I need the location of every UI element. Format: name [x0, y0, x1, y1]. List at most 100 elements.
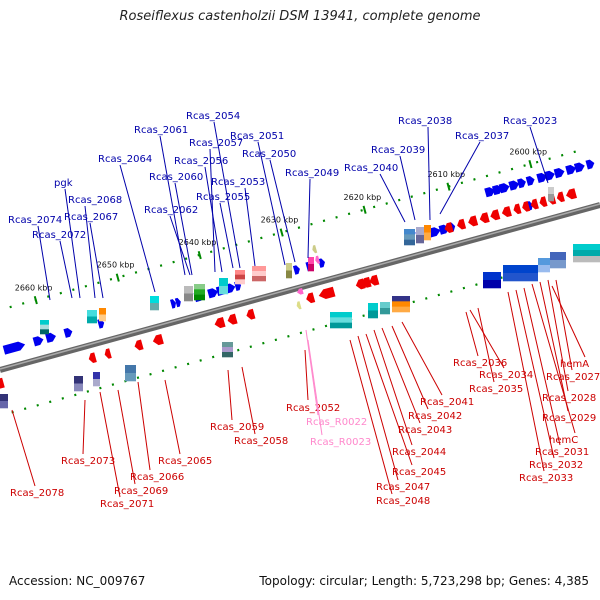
reverse-gene-label: Rcas_2036	[453, 358, 507, 369]
gene-cluster	[503, 265, 538, 282]
forward-gene-arrow	[517, 178, 526, 189]
forward-gene-label-leader	[169, 215, 191, 276]
forward-gene-label: Rcas_2037	[455, 131, 509, 142]
reverse-gene-arrow	[104, 348, 112, 359]
gene-cluster	[219, 278, 228, 295]
rna-gene-arrow	[312, 244, 318, 254]
gene-cluster	[368, 303, 378, 319]
reverse-gene-label-leader	[515, 289, 555, 459]
forward-gene-label-leader	[213, 121, 241, 269]
scale-tick-label: 2660 kbp	[15, 283, 53, 292]
reverse-gene-label-leader	[357, 335, 399, 481]
forward-gene-arrow	[427, 227, 441, 238]
forward-gene-label-leader	[257, 141, 286, 266]
reverse-gene-label: Rcas_2048	[376, 496, 430, 507]
forward-gene-label-leader	[174, 182, 193, 276]
gene-cluster	[99, 308, 106, 322]
reverse-gene-label-leader	[477, 307, 495, 383]
forward-gene-label-leader	[399, 155, 416, 221]
reverse-gene-arrow	[152, 333, 164, 346]
scale-tick	[115, 273, 120, 282]
gene-cluster	[538, 258, 550, 273]
reverse-gene-arrow	[556, 191, 565, 203]
scale-tick	[362, 205, 367, 214]
forward-gene-label-leader	[89, 222, 104, 299]
reverse-gene-arrow	[306, 292, 316, 304]
reverse-gene-label: Rcas_2047	[376, 482, 430, 493]
reverse-gene-label-leader	[349, 339, 393, 495]
reverse-gene-label-leader	[82, 399, 86, 455]
forward-gene-label: Rcas_2049	[285, 168, 339, 179]
scale-tick-label: 2610 kbp	[427, 170, 465, 179]
reverse-gene-arrow	[501, 206, 512, 218]
reverse-gene-label: hemA	[560, 359, 589, 370]
forward-gene-label: Rcas_2040	[344, 163, 398, 174]
reverse-gene-label: Rcas_2069	[114, 486, 168, 497]
reverse-gene-arrow	[227, 313, 238, 325]
forward-gene-label: Rcas_2068	[68, 195, 122, 206]
reverse-gene-label: Rcas_2034	[479, 370, 533, 381]
rna-gene-label-leader	[305, 329, 319, 416]
reverse-gene-label-leader	[465, 311, 479, 357]
gene-cluster	[424, 225, 431, 241]
forward-gene-label: Rcas_2051	[230, 131, 284, 142]
forward-gene-label: Rcas_2064	[98, 154, 152, 165]
reverse-gene-arrow	[361, 276, 372, 288]
scale-tick-label: 2620 kbp	[344, 193, 382, 202]
reverse-gene-label-leader	[373, 329, 413, 446]
scale-tick-label: 2630 kbp	[261, 216, 299, 225]
gene-cluster	[74, 376, 83, 392]
forward-gene-arrow	[32, 336, 44, 347]
gene-cluster	[125, 365, 136, 382]
reverse-gene-label: Rcas_2028	[542, 393, 596, 404]
forward-gene-arrow	[536, 172, 548, 183]
reverse-gene-label-leader	[507, 291, 545, 472]
forward-gene-arrow	[565, 164, 577, 176]
accession-label: Accession: NC_009767	[9, 574, 146, 588]
reverse-gene-arrow	[318, 286, 336, 300]
reverse-gene-arrow	[513, 203, 522, 215]
reverse-gene-label: Rcas_2029	[542, 413, 596, 424]
reverse-gene-label-leader	[523, 287, 561, 446]
reverse-gene-label: Rcas_2033	[519, 473, 573, 484]
reverse-gene-label-leader	[391, 325, 429, 410]
forward-gene-arrow	[585, 159, 595, 170]
forward-gene-label-leader	[64, 188, 81, 299]
gene-cluster	[87, 310, 97, 324]
forward-gene-label-leader	[529, 126, 549, 184]
reverse-gene-label-leader	[381, 327, 421, 424]
forward-gene-arrow	[97, 319, 105, 329]
rna-gene-label: Rcas_R0023	[310, 437, 371, 448]
reverse-gene-label-leader	[227, 369, 233, 421]
reverse-gene-label: Rcas_2044	[392, 447, 446, 458]
reverse-gene-label: Rcas_2045	[392, 467, 446, 478]
forward-gene-label: Rcas_2054	[186, 111, 240, 122]
scale-tick	[528, 159, 533, 169]
gene-cluster	[573, 244, 600, 263]
forward-gene-label: pgk	[54, 178, 73, 189]
genome-backbone	[0, 202, 600, 373]
forward-gene-label: Rcas_2050	[242, 149, 296, 160]
forward-gene-label: Rcas_2038	[398, 116, 452, 127]
forward-gene-label: Rcas_2074	[8, 215, 62, 226]
gene-cluster	[308, 257, 314, 272]
reverse-gene-label: Rcas_2058	[234, 436, 288, 447]
forward-gene-arrow	[498, 183, 510, 194]
reverse-gene-label-leader	[241, 366, 256, 435]
reverse-gene-arrow	[444, 222, 454, 233]
forward-gene-arrow	[318, 258, 325, 268]
reverse-gene-label-leader	[365, 333, 413, 466]
page-title: Roseiflexus castenholzii DSM 13941, comp…	[119, 9, 481, 24]
reverse-gene-arrow	[369, 274, 380, 286]
reverse-gene-arrow	[566, 188, 578, 200]
reverse-gene-label: Rcas_2027	[546, 372, 600, 383]
reverse-gene-label-leader	[137, 381, 151, 471]
gene-cluster	[184, 286, 193, 302]
reverse-gene-arrow	[134, 339, 144, 351]
reverse-gene-arrow	[88, 352, 97, 364]
scale-tick-label: 2650 kbp	[97, 261, 135, 270]
gene-cluster	[150, 296, 159, 311]
reverse-gene-arrow	[490, 209, 501, 221]
gene-cluster	[380, 302, 390, 315]
reverse-gene-label: Rcas_2065	[158, 456, 212, 467]
